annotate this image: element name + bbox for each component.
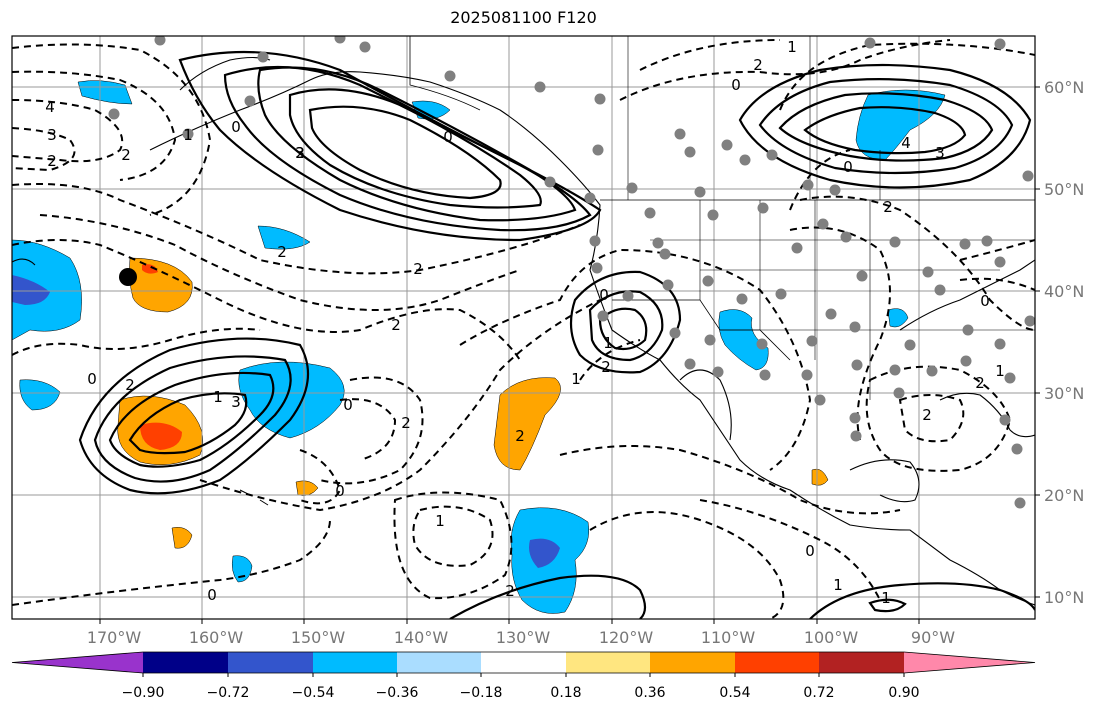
contour-label: 0 xyxy=(231,118,241,136)
contour-label: 1 xyxy=(213,388,223,406)
colorbar-segment xyxy=(313,652,397,673)
contour-label: 2 xyxy=(121,146,131,164)
y-tick-label: 30°N xyxy=(1044,384,1084,403)
contour-label: 2 xyxy=(922,406,932,424)
contour-label: 0 xyxy=(443,128,453,146)
highlight-station-marker xyxy=(119,268,137,286)
colorbar-segment xyxy=(650,652,735,673)
contour-label: 2 xyxy=(47,152,57,170)
map-frame xyxy=(11,35,1036,620)
y-tick-label: 60°N xyxy=(1044,78,1084,97)
colorbar-tick-label: 0.18 xyxy=(550,685,581,701)
colorbar-tick-label: −0.18 xyxy=(460,685,503,701)
colorbar xyxy=(11,651,1036,677)
colorbar-tick-label: 0.36 xyxy=(634,685,665,701)
contour-label: 1 xyxy=(603,334,613,352)
map-title: 2025081100 F120 xyxy=(450,8,597,27)
x-tick-label: 130°W xyxy=(496,628,551,647)
axis-ticks xyxy=(99,86,1040,624)
contour-label: 2 xyxy=(295,144,305,162)
contour-label: 2 xyxy=(753,56,763,74)
x-tick-label: 90°W xyxy=(911,628,955,647)
colorbar-segment xyxy=(735,652,819,673)
colorbar-tick-label: −0.54 xyxy=(292,685,335,701)
contour-label: 0 xyxy=(843,158,853,176)
colorbar-tick-label: −0.36 xyxy=(376,685,419,701)
negative-contours xyxy=(12,39,1035,619)
contour-label: 2 xyxy=(883,198,893,216)
contour-label: 1 xyxy=(833,576,843,594)
contour-label: 2 xyxy=(391,316,401,334)
contour-label: 3 xyxy=(231,393,241,411)
colorbar-tick-label: 0.72 xyxy=(803,685,834,701)
contour-label: 1 xyxy=(787,38,797,56)
contour-label: 1 xyxy=(183,126,193,144)
contour-label: 2 xyxy=(515,427,525,445)
y-tick-label: 10°N xyxy=(1044,588,1084,607)
contour-label: 4 xyxy=(45,98,55,116)
colorbar-segment xyxy=(481,652,566,673)
colorbar-segment xyxy=(143,652,228,673)
contour-label: 0 xyxy=(980,292,990,310)
y-tick-labels: 60°N 50°N 40°N 30°N 20°N 10°N xyxy=(1044,78,1084,607)
y-tick-label: 50°N xyxy=(1044,180,1084,199)
contour-label: 1 xyxy=(435,512,445,530)
contour-label: 4 xyxy=(901,134,911,152)
contour-label-layer: 4322021020134032221020202122110011032122… xyxy=(45,38,1005,607)
x-tick-labels: 170°W 160°W 150°W 140°W 130°W 120°W 110°… xyxy=(87,628,955,647)
y-tick-label: 40°N xyxy=(1044,282,1084,301)
x-tick-label: 140°W xyxy=(394,628,449,647)
contour-label: 2 xyxy=(401,414,411,432)
contour-label: 1 xyxy=(881,589,891,607)
colorbar-segment xyxy=(12,652,143,673)
colorbar-segment xyxy=(566,652,650,673)
contour-label: 2 xyxy=(601,358,611,376)
colorbar-segment xyxy=(819,652,904,673)
contour-label: 2 xyxy=(975,374,985,392)
x-tick-label: 150°W xyxy=(291,628,346,647)
contour-label: 2 xyxy=(277,243,287,261)
contour-label: 0 xyxy=(599,286,609,304)
colorbar-segment xyxy=(228,652,313,673)
colorbar-tick-label: 0.90 xyxy=(888,685,919,701)
positive-contours xyxy=(78,50,1035,619)
contour-label: 0 xyxy=(207,586,217,604)
colorbar-tick-label: 0.54 xyxy=(719,685,750,701)
contour-label: 0 xyxy=(731,76,741,94)
contour-label: 1 xyxy=(995,362,1005,380)
x-tick-label: 170°W xyxy=(87,628,142,647)
contour-label: 0 xyxy=(805,542,815,560)
x-tick-label: 100°W xyxy=(804,628,859,647)
colorbar-tick-label: −0.90 xyxy=(122,685,165,701)
station-markers xyxy=(108,36,1035,509)
contour-label: 0 xyxy=(343,396,353,414)
contour-label: 3 xyxy=(47,126,57,144)
contour-label: 1 xyxy=(571,370,581,388)
x-tick-label: 160°W xyxy=(189,628,244,647)
contour-label: 2 xyxy=(413,260,423,278)
contour-label: 2 xyxy=(505,582,515,600)
colorbar-tick-labels: −0.90 −0.72 −0.54 −0.36 −0.18 0.18 0.36 … xyxy=(122,685,920,701)
contour-label: 0 xyxy=(87,370,97,388)
x-tick-label: 120°W xyxy=(599,628,654,647)
contour-label: 3 xyxy=(295,144,305,162)
contour-label: 2 xyxy=(125,376,135,394)
contour-label: 0 xyxy=(335,482,345,500)
y-tick-label: 20°N xyxy=(1044,486,1084,505)
x-tick-label: 110°W xyxy=(701,628,756,647)
colorbar-segment xyxy=(904,652,1035,673)
colorbar-tick-label: −0.72 xyxy=(207,685,250,701)
colorbar-segment xyxy=(397,652,481,673)
contour-label: 3 xyxy=(935,144,945,162)
